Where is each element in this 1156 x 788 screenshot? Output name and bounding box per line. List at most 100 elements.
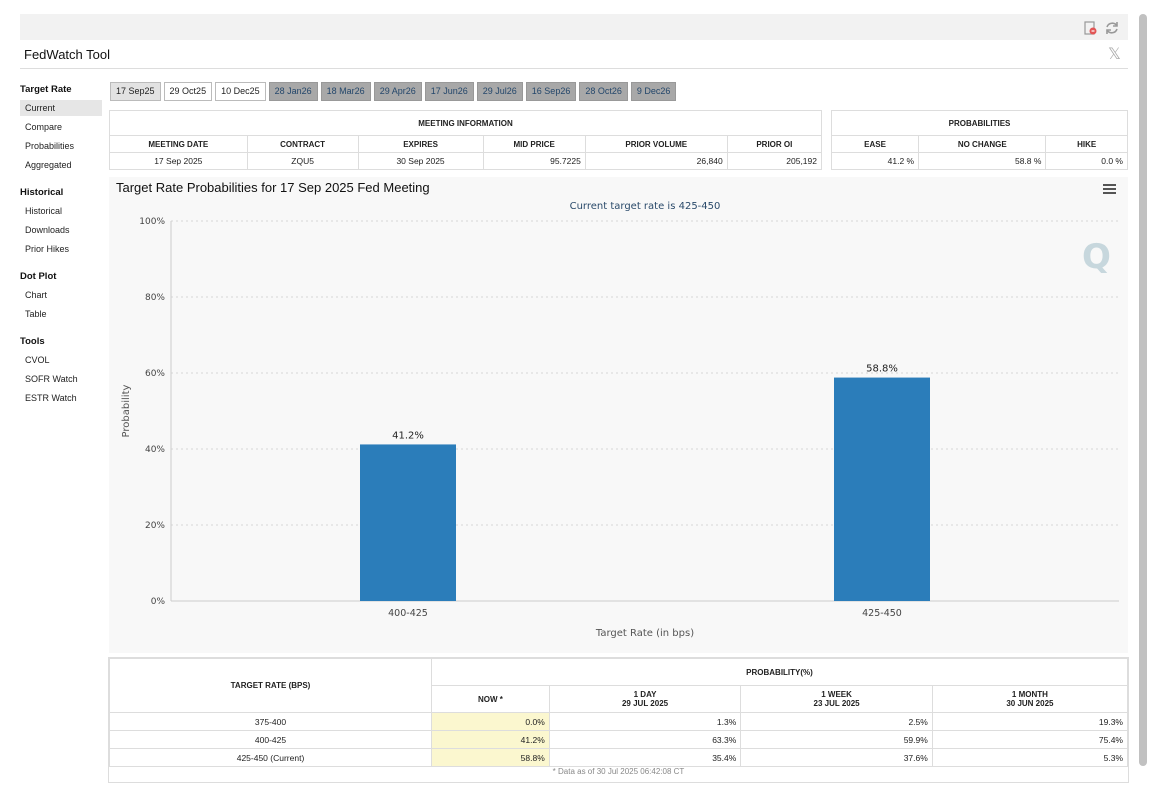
bar-425-450[interactable] — [834, 377, 930, 601]
target-rate-header: TARGET RATE (BPS) — [109, 658, 432, 713]
y-tick-label: 20% — [145, 521, 165, 531]
sidebar-item-cvol[interactable]: CVOL — [25, 355, 50, 365]
sidebar-section-historical: Historical — [20, 187, 64, 198]
probability-cell: 37.6% — [740, 748, 933, 767]
scrollbar[interactable] — [1139, 14, 1147, 766]
sidebar-item-downloads[interactable]: Downloads — [25, 225, 70, 235]
sidebar-item-compare[interactable]: Compare — [25, 122, 63, 132]
meeting-info-table: MEETING INFORMATION MEETING DATE CONTRACT… — [109, 110, 823, 170]
history-col-date: 29 JUL 2025 — [621, 699, 669, 708]
probability-cell: 35.4% — [548, 748, 742, 767]
sidebar-item-chart[interactable]: Chart — [25, 290, 48, 300]
meeting-cell-meeting-date: 17 Sep 2025 — [109, 152, 248, 170]
top-toolbar — [20, 14, 1128, 40]
prob-cell-ease: 41.2 % — [830, 152, 920, 170]
probability-cell: 41.2% — [431, 730, 550, 749]
tab-9-dec26[interactable]: 9 Dec26 — [630, 82, 677, 101]
tab-29-oct25[interactable]: 29 Oct25 — [163, 82, 213, 101]
tab-17-sep25[interactable]: 17 Sep25 — [110, 82, 161, 101]
tab-29-jul26[interactable]: 29 Jul26 — [476, 82, 523, 101]
history-col-date: 23 JUL 2025 — [813, 699, 860, 708]
x-tick-label: 400-425 — [388, 608, 428, 619]
data-label: 41.2% — [392, 430, 424, 441]
probability-cell: 58.8% — [431, 748, 550, 767]
chart-menu-icon[interactable] — [1103, 184, 1116, 195]
x-axis-label: Target Rate (in bps) — [595, 628, 694, 639]
chart-title: Target Rate Probabilities for 17 Sep 202… — [116, 180, 430, 195]
y-axis-label: Probability — [121, 384, 132, 437]
title-divider — [20, 68, 1128, 69]
x-tick-label: 425-450 — [862, 608, 902, 619]
probability-cell: 75.4% — [931, 730, 1129, 749]
y-tick-label: 60% — [145, 369, 165, 379]
probability-cell: 59.9% — [740, 730, 933, 749]
y-tick-label: 0% — [151, 597, 166, 607]
y-tick-label: 80% — [145, 293, 165, 303]
meeting-cell-prior-volume: 26,840 — [584, 152, 728, 170]
bar-chart: 0% 20% 40% 60% 80% 100% 41.2% 400-425 58.8% 425-4… — [121, 217, 1119, 639]
sidebar-item-table[interactable]: Table — [25, 309, 47, 319]
history-col-label: 1 MONTH — [1011, 690, 1048, 699]
probability-cell: 5.3% — [931, 748, 1129, 767]
chart-subtitle: Current target rate is 425-450 — [569, 201, 721, 212]
history-col-label: NOW * — [477, 694, 503, 704]
tab-28-oct26[interactable]: 28 Oct26 — [579, 82, 628, 101]
bar-400-425[interactable] — [360, 444, 456, 601]
probability-history-table: TARGET RATE (BPS) PROBABILITY(%) NOW * 1 … — [109, 658, 1129, 767]
history-col-2: 1 WEEK 23 JUL 2025 — [740, 685, 933, 713]
sidebar-item-sofr-watch[interactable]: SOFR Watch — [25, 374, 78, 384]
meeting-cell-prior-oi: 205,192 — [726, 152, 823, 170]
prob-cell-no-change: 58.8 % — [918, 152, 1047, 170]
col-meeting-date: MEETING DATE — [109, 135, 248, 153]
bottom-table-frame — [108, 657, 1129, 783]
probability-cell: 19.3% — [931, 712, 1129, 731]
probability-header: PROBABILITY(%) — [431, 658, 1128, 686]
sidebar-item-current[interactable]: Current — [20, 100, 102, 116]
tool-title: FedWatch Tool — [24, 47, 110, 62]
toolbar-icons — [1082, 20, 1120, 36]
probability-cell: 0.0% — [431, 712, 550, 731]
rate-cell: 375-400 — [109, 712, 432, 731]
probability-cell: 63.3% — [548, 730, 742, 749]
history-col-3: 1 MONTH 30 JUN 2025 — [931, 685, 1129, 713]
meeting-cell-mid-price: 95.7225 — [482, 152, 586, 170]
col-mid-price: MID PRICE — [482, 135, 586, 153]
history-col-date: 30 JUN 2025 — [1006, 699, 1054, 708]
sidebar-item-probabilities[interactable]: Probabilities — [25, 141, 75, 151]
sidebar-item-historical[interactable]: Historical — [25, 206, 63, 216]
data-label: 58.8% — [866, 364, 898, 375]
sidebar-item-aggregated[interactable]: Aggregated — [25, 160, 72, 170]
probability-cell: 2.5% — [740, 712, 933, 731]
history-col-0: NOW * — [431, 685, 550, 713]
rate-cell: 425-450 (Current) — [109, 748, 432, 767]
meeting-info-header: MEETING INFORMATION — [109, 110, 822, 136]
tab-16-sep26[interactable]: 16 Sep26 — [525, 82, 577, 101]
tab-17-jun26[interactable]: 17 Jun26 — [424, 82, 474, 101]
sidebar-section-dot-plot: Dot Plot — [20, 271, 57, 282]
probability-cell: 1.3% — [548, 712, 742, 731]
prob-cell-hike: 0.0 % — [1045, 152, 1128, 170]
refresh-icon[interactable] — [1104, 20, 1120, 36]
rate-cell: 400-425 — [109, 730, 432, 749]
tab-10-dec25[interactable]: 10 Dec25 — [215, 82, 266, 101]
col-expires: EXPIRES — [357, 135, 484, 153]
y-tick-label: 40% — [145, 445, 165, 455]
sidebar-section-target-rate: Target Rate — [20, 84, 72, 95]
tab-18-mar26[interactable]: 18 Mar26 — [320, 82, 371, 101]
tab-29-apr26[interactable]: 29 Apr26 — [373, 82, 422, 101]
chart-panel — [109, 177, 1128, 653]
pdf-export-icon[interactable] — [1082, 20, 1098, 36]
sidebar-item-estr-watch[interactable]: ESTR Watch — [25, 393, 77, 403]
sidebar-item-prior-hikes[interactable]: Prior Hikes — [25, 244, 70, 254]
tab-28-jan26[interactable]: 28 Jan26 — [268, 82, 318, 101]
y-tick-label: 100% — [139, 217, 165, 227]
meeting-tabs: 17 Sep25 29 Oct25 10 Dec25 28 Jan26 18 Mar26… — [110, 82, 677, 101]
col-no-change: NO CHANGE — [918, 135, 1047, 153]
table-row: 425-450 (Current) 58.8% 35.4% 37.6% 5.3% — [109, 748, 1129, 767]
table-row: 375-400 0.0% 1.3% 2.5% 19.3% — [109, 712, 1129, 731]
col-prior-volume: PRIOR VOLUME — [584, 135, 728, 153]
x-share-icon[interactable]: 𝕏 — [1108, 44, 1121, 63]
col-ease: EASE — [830, 135, 920, 153]
col-hike: HIKE — [1045, 135, 1128, 153]
probabilities-header: PROBABILITIES — [831, 110, 1128, 136]
